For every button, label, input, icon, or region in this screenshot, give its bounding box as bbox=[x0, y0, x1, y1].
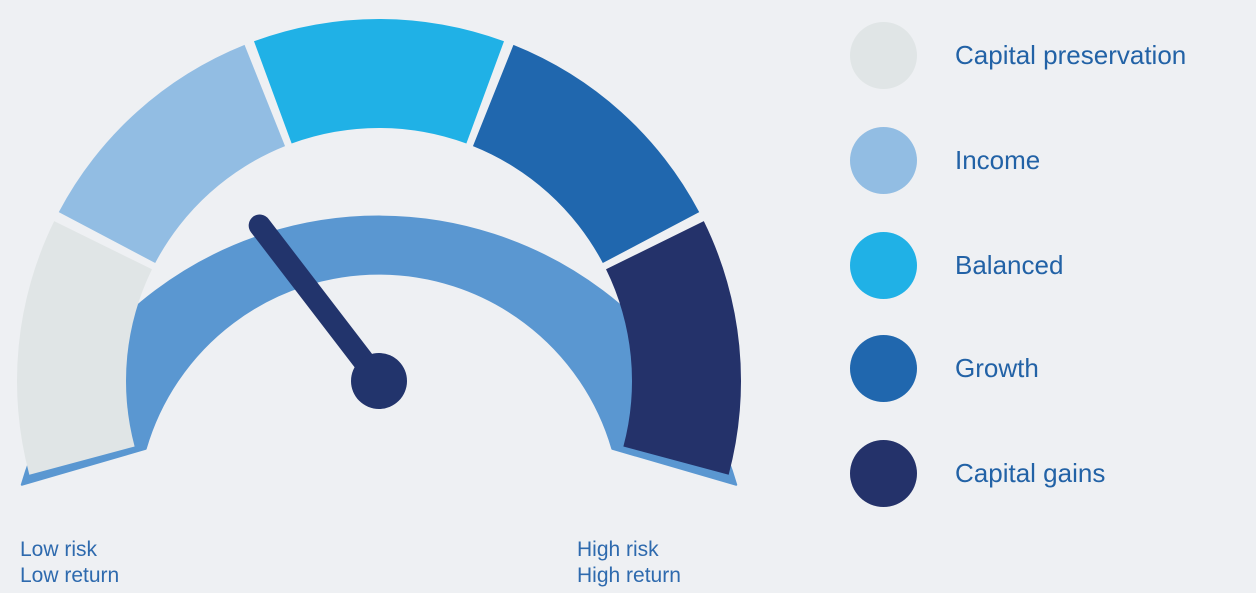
legend-label-balanced: Balanced bbox=[955, 249, 1064, 280]
gauge-segment-income bbox=[58, 44, 286, 263]
legend-item-capital-gains: Capital gains bbox=[850, 439, 1105, 507]
gauge-segment-balanced bbox=[254, 19, 504, 144]
legend-swatch-capital-preservation bbox=[850, 21, 917, 89]
needle-pointer bbox=[248, 214, 390, 392]
legend-swatch-income bbox=[850, 126, 917, 194]
gauge-segment-capital-preservation bbox=[16, 221, 152, 475]
risk-gauge bbox=[16, 19, 742, 486]
legend-label-growth: Growth bbox=[955, 352, 1039, 383]
legend-item-balanced: Balanced bbox=[850, 231, 1063, 299]
legend-item-income: Income bbox=[850, 126, 1040, 194]
needle-hub bbox=[351, 353, 407, 409]
legend-swatch-growth bbox=[850, 334, 917, 402]
low-return-text: Low return bbox=[20, 564, 120, 587]
gauge-needle bbox=[248, 214, 407, 409]
legend-swatch-balanced bbox=[850, 231, 917, 299]
legend-label-income: Income bbox=[955, 144, 1041, 175]
low-risk-label: Low risk Low return bbox=[20, 537, 119, 589]
high-risk-label: High risk High return bbox=[577, 537, 681, 589]
legend-label-capital-gains: Capital gains bbox=[955, 457, 1106, 488]
gauge-segment-growth bbox=[472, 44, 700, 263]
low-risk-text: Low risk bbox=[20, 538, 98, 561]
legend-item-capital-preservation: Capital preservation bbox=[850, 21, 1186, 89]
gauge-segment-capital-gains bbox=[606, 221, 742, 475]
high-risk-text: High risk bbox=[577, 538, 659, 561]
high-return-text: High return bbox=[577, 564, 681, 587]
legend-swatch-capital-gains bbox=[850, 439, 917, 507]
legend-label-capital-preservation: Capital preservation bbox=[955, 39, 1187, 70]
gauge-segments bbox=[16, 19, 742, 486]
legend-item-growth: Growth bbox=[850, 334, 1039, 402]
